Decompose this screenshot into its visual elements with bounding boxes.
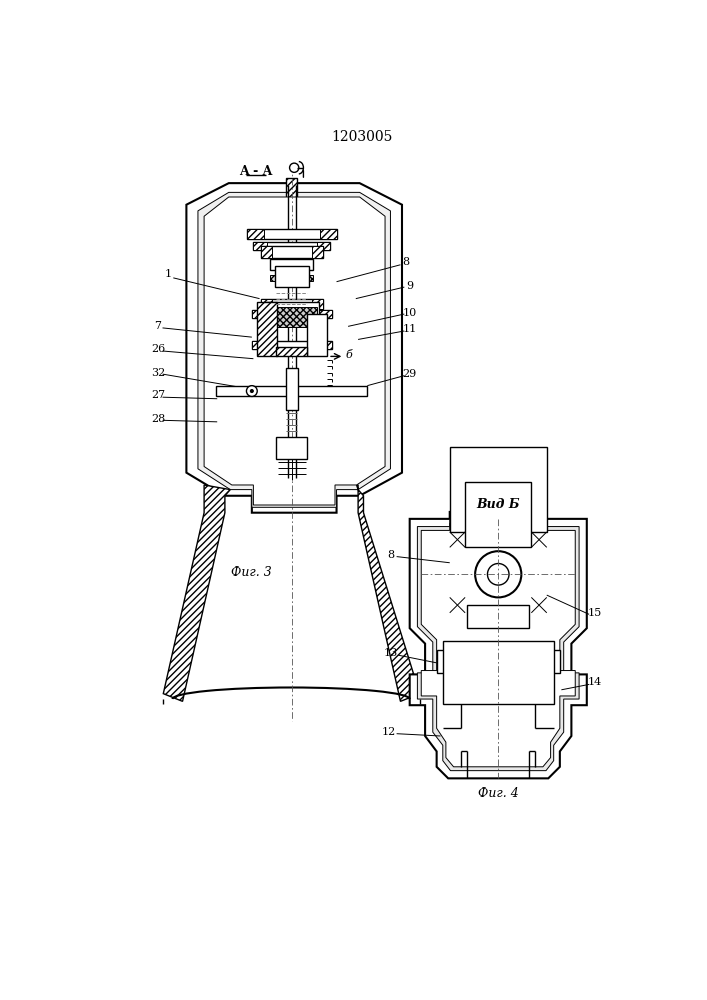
Text: Фиг. 3: Фиг. 3 (231, 566, 272, 579)
Bar (216, 386, 368, 396)
Polygon shape (163, 485, 230, 701)
Polygon shape (417, 520, 579, 771)
Circle shape (475, 551, 521, 597)
Text: 1203005: 1203005 (332, 130, 392, 144)
Bar (312, 299, 322, 309)
Circle shape (487, 564, 509, 585)
Polygon shape (356, 485, 420, 701)
Text: 10: 10 (402, 308, 417, 318)
Bar (275, 266, 309, 287)
Circle shape (290, 163, 299, 172)
Polygon shape (409, 512, 587, 778)
Bar (252, 341, 266, 349)
Text: 28: 28 (151, 414, 165, 424)
Bar (270, 259, 313, 270)
Text: 32: 32 (151, 368, 165, 378)
Bar (465, 482, 532, 547)
Text: 1: 1 (165, 269, 173, 279)
Bar (247, 229, 264, 239)
Bar (261, 246, 272, 258)
Text: б: б (346, 350, 352, 360)
Text: 26: 26 (151, 344, 165, 354)
Bar (253, 242, 267, 250)
Bar (443, 641, 554, 704)
Text: 14: 14 (588, 677, 602, 687)
Bar (247, 229, 337, 239)
Bar (286, 368, 298, 410)
Bar (267, 307, 317, 327)
Text: 7: 7 (154, 321, 161, 331)
Text: Вид Б: Вид Б (477, 498, 520, 512)
Text: 11: 11 (402, 324, 417, 334)
Bar (252, 310, 266, 318)
Text: 15: 15 (588, 608, 602, 618)
Bar (437, 650, 467, 673)
Bar (318, 341, 332, 349)
Bar (257, 302, 277, 356)
Polygon shape (198, 192, 390, 507)
Polygon shape (204, 197, 385, 505)
Text: 8: 8 (387, 550, 394, 560)
Polygon shape (187, 183, 402, 513)
Bar (252, 341, 332, 349)
Bar (265, 302, 319, 326)
Circle shape (247, 386, 257, 396)
Bar (261, 246, 322, 258)
Bar (261, 299, 322, 309)
Bar (276, 437, 308, 459)
Bar (320, 229, 337, 239)
Text: 12: 12 (382, 727, 396, 737)
Text: 29: 29 (402, 369, 417, 379)
Bar (261, 299, 272, 309)
Bar (276, 347, 308, 356)
Bar (529, 650, 560, 673)
Bar (307, 314, 327, 356)
Bar (252, 310, 332, 318)
Bar (270, 275, 313, 281)
Text: 27: 27 (151, 390, 165, 400)
Text: Фиг. 4: Фиг. 4 (478, 787, 519, 800)
Bar (286, 178, 297, 228)
Bar (450, 447, 547, 532)
Text: 8: 8 (402, 257, 409, 267)
Polygon shape (421, 523, 575, 767)
Text: A - A: A - A (239, 165, 272, 178)
Text: 13: 13 (383, 648, 397, 658)
Bar (253, 242, 330, 250)
Bar (317, 242, 330, 250)
Text: 9: 9 (406, 281, 414, 291)
Circle shape (250, 389, 253, 393)
Bar (467, 605, 529, 628)
Bar (312, 246, 322, 258)
Bar (318, 310, 332, 318)
